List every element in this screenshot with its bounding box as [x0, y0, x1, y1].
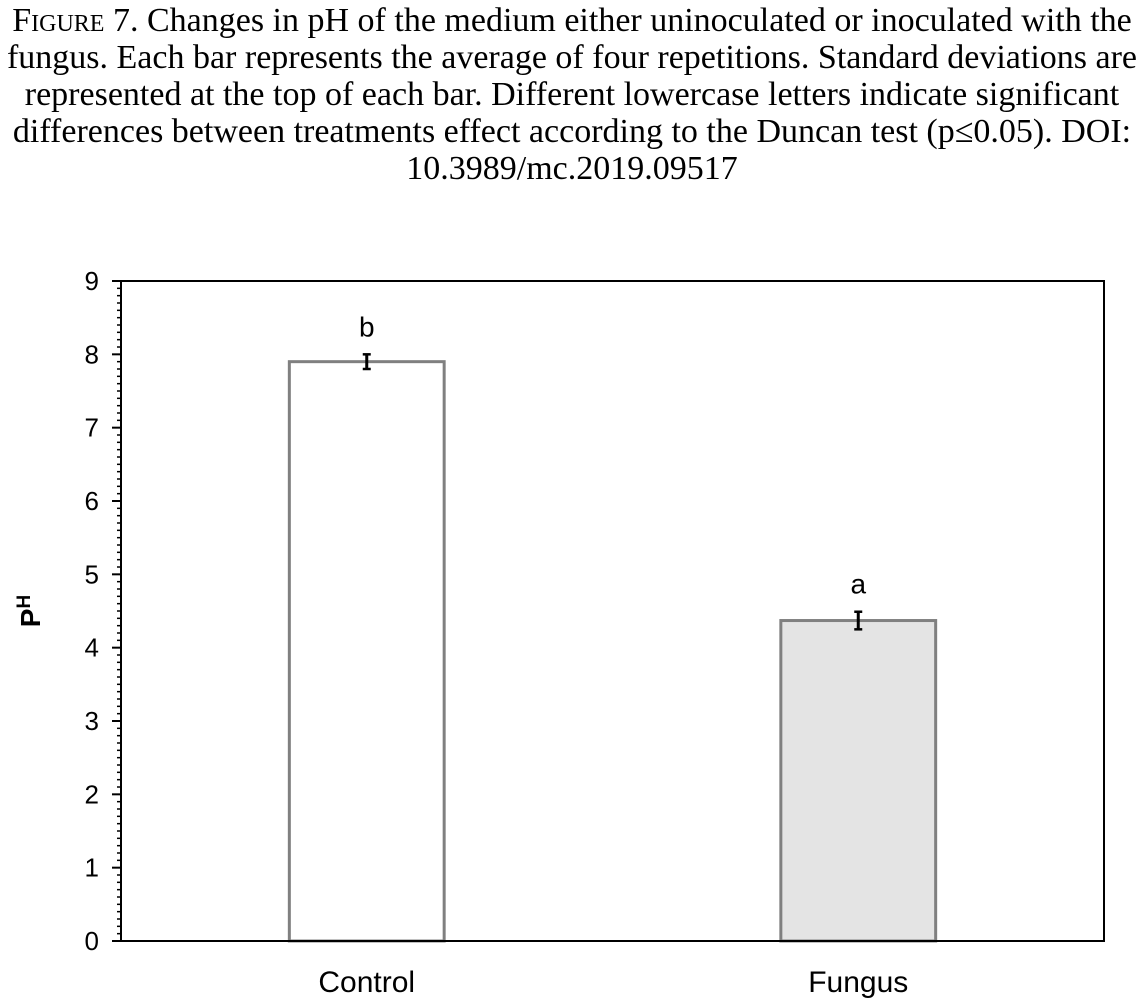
bar-fungus — [779, 619, 938, 943]
y-tick-label: 7 — [85, 413, 99, 443]
y-tick-label: 2 — [85, 779, 99, 809]
y-axis-label-superscript: H — [14, 595, 35, 609]
bars — [287, 360, 938, 943]
y-tick-label: 5 — [85, 559, 99, 589]
y-tick-label: 4 — [85, 633, 99, 663]
plot-area-frame — [120, 280, 1105, 942]
y-tick-label: 6 — [85, 486, 99, 516]
y-tick-label: 3 — [85, 706, 99, 736]
figure-caption-text: Changes in pH of the medium either unino… — [6, 2, 1138, 187]
figure-caption: Figure 7. Changes in pH of the medium ei… — [0, 0, 1144, 187]
x-axis-categories: Control Fungus — [318, 966, 908, 999]
error-bars — [362, 353, 863, 631]
y-axis-ticks: 0 1 2 3 4 5 6 7 8 9 — [85, 266, 121, 956]
y-tick-label: 8 — [85, 339, 99, 369]
bar-control — [287, 360, 446, 943]
category-label-fungus: Fungus — [808, 966, 908, 999]
y-axis-label-main: P — [15, 609, 46, 628]
y-tick-label: 1 — [85, 853, 99, 883]
y-tick-label: 9 — [85, 266, 99, 296]
category-label-control: Control — [318, 966, 415, 999]
y-axis-label: PH — [14, 595, 46, 627]
significance-letters: ba — [359, 311, 867, 599]
figure-label: Figure 7. — [12, 2, 139, 39]
significance-letter-fungus: a — [850, 569, 866, 600]
y-tick-label: 0 — [85, 926, 99, 956]
significance-letter-control: b — [359, 311, 375, 342]
